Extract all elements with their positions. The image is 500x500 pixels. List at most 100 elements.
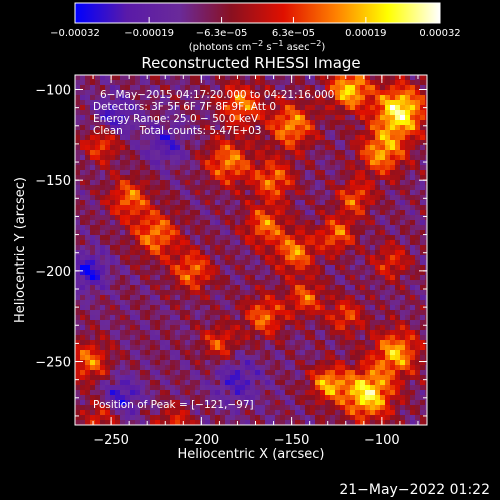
heatmap-cell	[315, 130, 321, 136]
heatmap-cell	[95, 80, 101, 86]
heatmap-cell	[300, 115, 306, 121]
heatmap-cell	[175, 270, 181, 276]
heatmap-cell	[305, 200, 311, 206]
heatmap-cell	[215, 85, 221, 91]
heatmap-cell	[130, 165, 136, 171]
heatmap-cell	[425, 255, 427, 261]
heatmap-cell	[300, 105, 306, 111]
heatmap-cell	[340, 210, 346, 216]
heatmap-cell	[145, 195, 151, 201]
heatmap-cell	[280, 260, 286, 266]
heatmap-cell	[125, 390, 131, 396]
heatmap-cell	[375, 355, 381, 361]
heatmap-cell	[135, 210, 141, 216]
heatmap-cell	[305, 215, 311, 221]
heatmap-cell	[210, 380, 216, 386]
heatmap-cell	[260, 135, 266, 141]
heatmap-cell	[160, 415, 166, 421]
heatmap-cell	[145, 415, 151, 421]
heatmap-cell	[355, 100, 361, 106]
heatmap-cell	[85, 370, 91, 376]
heatmap-cell	[235, 185, 241, 191]
heatmap-cell	[80, 245, 86, 251]
heatmap-cell	[125, 295, 131, 301]
heatmap-cell	[75, 305, 81, 311]
heatmap-cell	[395, 335, 401, 341]
heatmap-cell	[405, 130, 411, 136]
heatmap-cell	[120, 415, 126, 421]
heatmap-cell	[410, 395, 416, 401]
x-axis-ticks: −250 −200 −150 −100	[74, 75, 419, 448]
heatmap-cell	[320, 190, 326, 196]
heatmap-cell	[85, 185, 91, 191]
heatmap-cell	[165, 340, 171, 346]
heatmap-cell	[340, 370, 346, 376]
heatmap-cell	[360, 345, 366, 351]
heatmap-cell	[320, 390, 326, 396]
heatmap-cell	[375, 225, 381, 231]
heatmap-cell	[155, 85, 161, 91]
heatmap-cell	[300, 290, 306, 296]
heatmap-cell	[290, 155, 296, 161]
heatmap-cell	[75, 130, 81, 136]
heatmap-cell	[205, 100, 211, 106]
heatmap-cell	[170, 345, 176, 351]
heatmap-cell	[210, 225, 216, 231]
heatmap-cell	[330, 250, 336, 256]
heatmap-cell	[305, 355, 311, 361]
heatmap-cell	[160, 335, 166, 341]
heatmap-cell	[315, 260, 321, 266]
heatmap-cell	[205, 155, 211, 161]
heatmap-cell	[270, 215, 276, 221]
heatmap-cell	[195, 385, 201, 391]
heatmap-cell	[185, 110, 191, 116]
heatmap-cell	[410, 370, 416, 376]
heatmap-cell	[390, 250, 396, 256]
heatmap-cell	[425, 375, 427, 381]
heatmap-cell	[205, 255, 211, 261]
heatmap-cell	[120, 220, 126, 226]
heatmap-cell	[285, 310, 291, 316]
heatmap-cell	[255, 375, 261, 381]
heatmap-cell	[130, 155, 136, 161]
heatmap-cell	[370, 415, 376, 421]
heatmap-cell	[300, 265, 306, 271]
heatmap-cell	[400, 365, 406, 371]
heatmap-cell	[115, 405, 121, 411]
heatmap-cell	[290, 180, 296, 186]
heatmap-cell	[320, 365, 326, 371]
heatmap-cell	[255, 290, 261, 296]
heatmap-cell	[125, 280, 131, 286]
heatmap-cell	[235, 405, 241, 411]
heatmap-cell	[85, 330, 91, 336]
heatmap-cell	[360, 160, 366, 166]
heatmap-cell	[205, 175, 211, 181]
heatmap-cell	[190, 305, 196, 311]
heatmap-cell	[285, 365, 291, 371]
heatmap-cell	[215, 80, 221, 86]
heatmap-cell	[340, 410, 346, 416]
heatmap-cell	[250, 85, 256, 91]
heatmap-cell	[85, 400, 91, 406]
heatmap-cell	[170, 400, 176, 406]
heatmap-cell	[285, 230, 291, 236]
heatmap-cell	[110, 410, 116, 416]
heatmap-cell	[320, 260, 326, 266]
heatmap-cell	[345, 200, 351, 206]
heatmap-cell	[360, 135, 366, 141]
heatmap-cell	[170, 150, 176, 156]
heatmap-cell	[85, 105, 91, 111]
heatmap-cell	[255, 300, 261, 306]
heatmap-cell	[280, 145, 286, 151]
heatmap-cell	[195, 280, 201, 286]
heatmap-cell	[130, 365, 136, 371]
heatmap-cell	[200, 405, 206, 411]
heatmap-cell	[405, 190, 411, 196]
heatmap-cell	[115, 195, 121, 201]
heatmap-cell	[425, 200, 427, 206]
heatmap-cell	[85, 75, 91, 81]
heatmap-cell	[285, 295, 291, 301]
heatmap-cell	[255, 335, 261, 341]
heatmap-cell	[255, 285, 261, 291]
heatmap-cell	[340, 395, 346, 401]
